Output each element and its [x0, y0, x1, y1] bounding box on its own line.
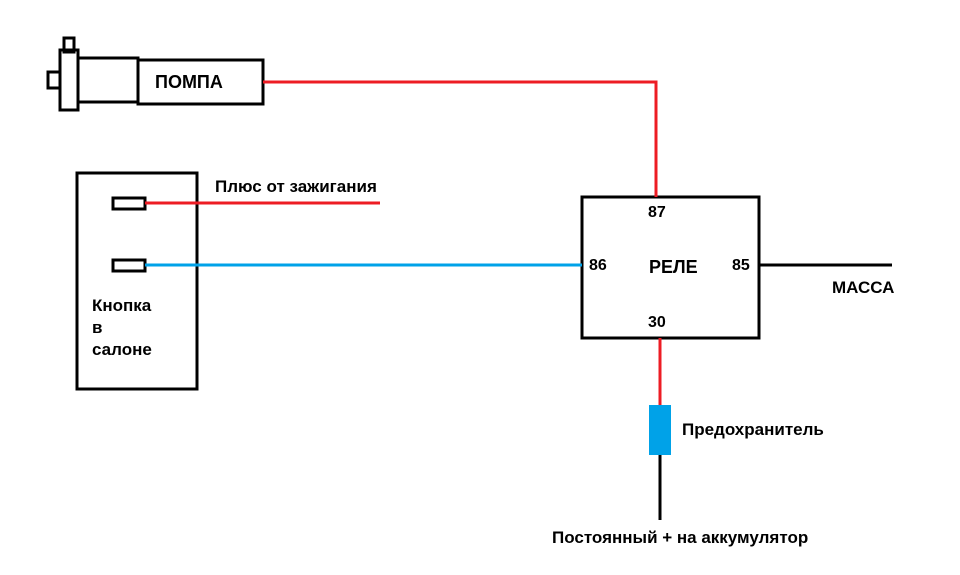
relay-pin-30: 30 [648, 314, 666, 332]
battery-plus-label: Постоянный + на аккумулятор [552, 528, 808, 548]
ignition-plus-label: Плюс от зажигания [215, 177, 377, 197]
relay-pin-85: 85 [732, 257, 750, 275]
relay-pin-87: 87 [648, 204, 666, 222]
relay-label: РЕЛЕ [649, 257, 698, 278]
pump-label: ПОМПА [155, 72, 223, 93]
ground-label: МАССА [832, 278, 894, 298]
relay-pin-86: 86 [589, 257, 607, 275]
fuse-label: Предохранитель [682, 420, 824, 440]
wiring-diagram [0, 0, 960, 575]
fuse-component [649, 405, 671, 455]
wires [145, 82, 892, 520]
button-label: Кнопкавсалоне [92, 295, 152, 361]
